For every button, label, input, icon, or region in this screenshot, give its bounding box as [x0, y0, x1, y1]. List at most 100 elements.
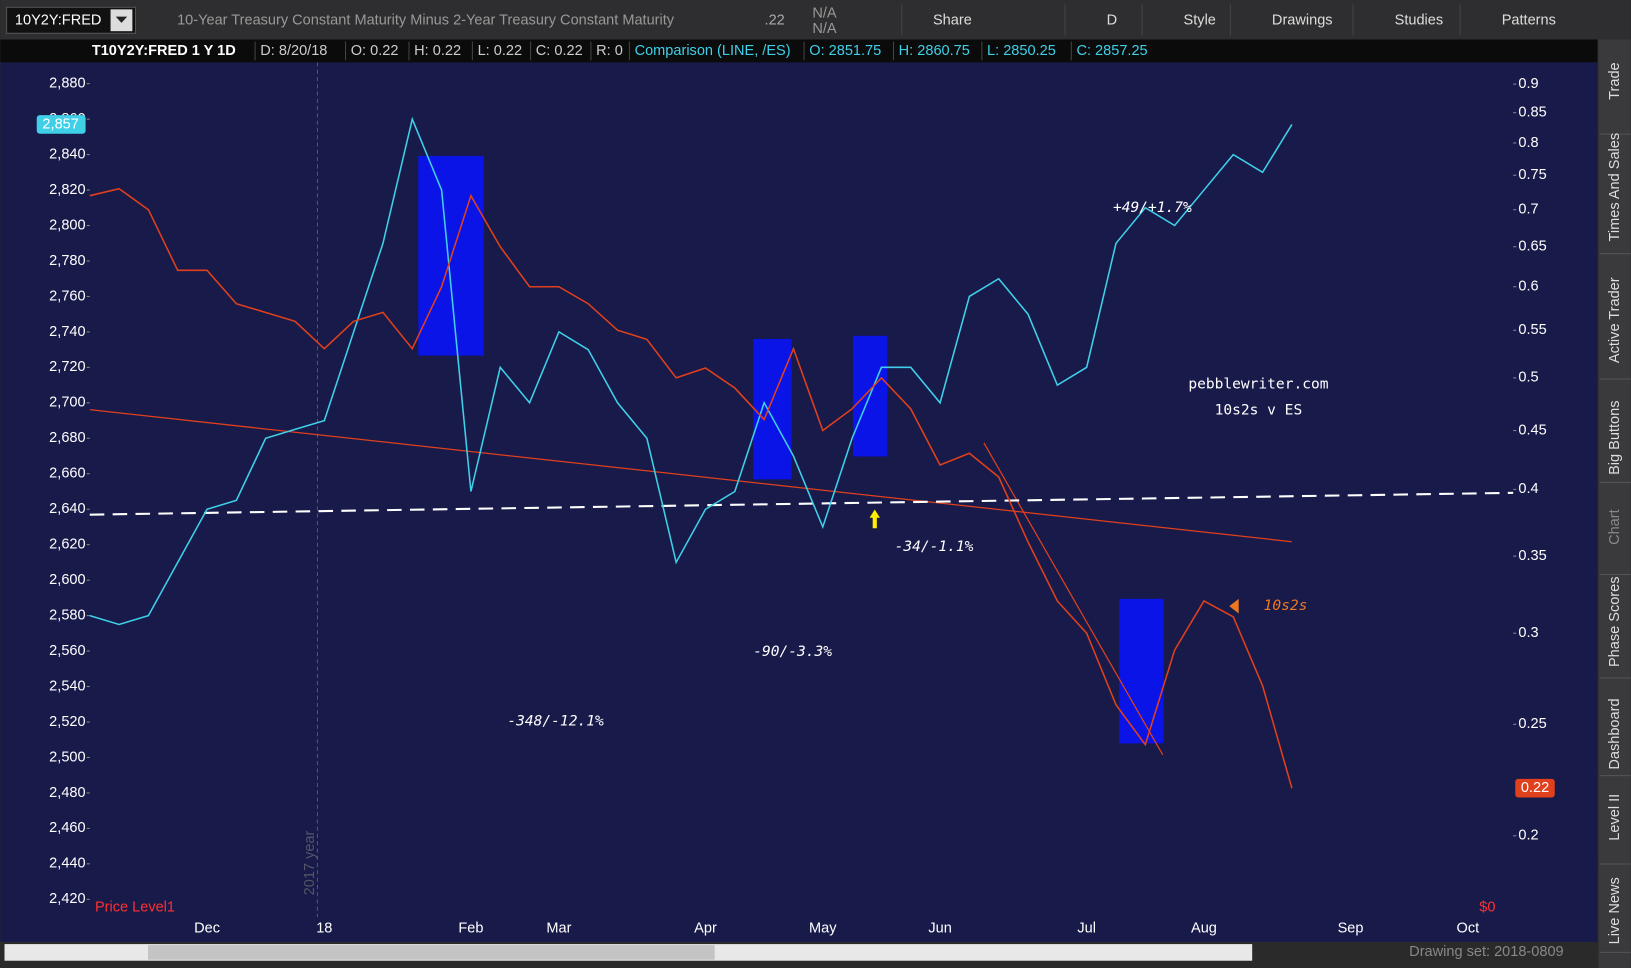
y2-tick-label: 0.55 [1518, 322, 1546, 338]
y-tick-label: 2,520 [49, 714, 85, 730]
series-line [89, 187, 1293, 789]
y-tick-label: 2,420 [49, 891, 85, 907]
y-tick-label: 2,440 [49, 856, 85, 872]
y2-tick-label: 0.6 [1518, 279, 1538, 295]
y-tick-label: 2,660 [49, 466, 85, 482]
y-tick-label: 2,540 [49, 678, 85, 694]
side-tab[interactable]: Level II [1607, 794, 1623, 841]
toolbar-button[interactable]: Drawings [1272, 13, 1333, 29]
y-tick-label: 2,680 [49, 430, 85, 446]
y2-tick-label: 0.4 [1518, 481, 1538, 497]
x-tick-label: Jul [1077, 920, 1096, 936]
toolbar-button[interactable]: Patterns [1502, 13, 1556, 29]
series-line [89, 116, 1293, 626]
x-tick-label: Mar [546, 920, 571, 936]
x-tick-label: Apr [694, 920, 717, 936]
y-tick-label: 2,480 [49, 785, 85, 801]
dropdown-arrow [115, 16, 128, 23]
trend-line [983, 442, 1164, 756]
toolbar-button[interactable]: Share [933, 13, 972, 29]
highlight-box [753, 338, 792, 480]
info-item: L: 0.22 [478, 43, 523, 59]
info-item: H: 0.22 [414, 43, 461, 59]
info-item: L: 2850.25 [987, 43, 1056, 59]
side-tab[interactable]: Active Trader [1607, 277, 1623, 363]
dashed-line [89, 491, 1514, 516]
y2-tick-label: 0.75 [1518, 167, 1546, 183]
side-tab[interactable]: Times And Sales [1607, 133, 1623, 242]
last-badge [1515, 778, 1555, 798]
y-tick-label: 2,600 [49, 572, 85, 588]
y-tick-label: 2,740 [49, 324, 85, 340]
last-price: .22 [765, 13, 785, 29]
x-tick-label: Dec [194, 920, 220, 936]
x-tick-label: Sep [1338, 920, 1364, 936]
y2-tick-label: 0.3 [1518, 625, 1538, 641]
symbol: 10Y2Y:FRED [15, 13, 102, 29]
last-badge [36, 115, 86, 134]
y-tick-label: 2,580 [49, 607, 85, 623]
y2-tick-label: 0.35 [1518, 548, 1546, 564]
y2-tick-label: 0.65 [1518, 239, 1546, 255]
info-item: D: 8/20/18 [260, 43, 327, 59]
x-tick-label: Oct [1457, 920, 1480, 936]
toolbar [0, 0, 1631, 40]
y2-tick-label: 0.5 [1518, 370, 1538, 386]
y-tick-label: 2,700 [49, 395, 85, 411]
change: N/A [812, 5, 837, 21]
annotation: -34/-1.1% [895, 538, 974, 555]
percent: N/A [812, 21, 837, 37]
arrow-marker [869, 509, 880, 529]
x-tick-label: Aug [1191, 920, 1217, 936]
toolbar-button[interactable]: D [1107, 13, 1118, 29]
y2-tick-label: 0.9 [1518, 76, 1538, 92]
info-item: T10Y2Y:FRED 1 Y 1D [92, 43, 236, 59]
info-item: H: 2860.75 [899, 43, 970, 59]
y2-tick-label: 0.7 [1518, 202, 1538, 218]
y2-tick-label: 0.2 [1518, 828, 1538, 844]
info-item: O: 0.22 [351, 43, 399, 59]
info-item: C: 2857.25 [1076, 43, 1147, 59]
annotation: +49/+1.7% [1113, 199, 1192, 216]
annotation: 10s2s [1264, 597, 1308, 614]
y-tick-label: 2,760 [49, 288, 85, 304]
y2-tick-label: 0.8 [1518, 135, 1538, 151]
annotation: -90/-3.3% [753, 643, 832, 660]
y2-tick-label: 0.85 [1518, 105, 1546, 121]
annotation: -348/-12.1% [507, 713, 604, 730]
chart-panel [0, 39, 1598, 943]
series-marker [1229, 598, 1239, 614]
x-tick-label: Jun [928, 920, 951, 936]
toolbar-button[interactable]: Style [1184, 13, 1216, 29]
side-tab[interactable]: Dashboard [1607, 698, 1623, 769]
side-tab[interactable]: Chart [1607, 509, 1623, 545]
annotation: $0 [1479, 900, 1495, 916]
last-value-label: 0.22 [1521, 780, 1549, 796]
annotation: pebblewriter.com [1188, 376, 1328, 393]
annotation: 10s2s v ES [1215, 402, 1303, 419]
scroll-thumb[interactable] [147, 945, 715, 960]
last-value-label: 2,857 [42, 116, 78, 132]
y-tick-label: 2,460 [49, 820, 85, 836]
info-item: Comparison (LINE, /ES) [635, 43, 791, 59]
info-item: O: 2851.75 [809, 43, 881, 59]
highlight-box [1119, 598, 1164, 744]
x-tick-label: Feb [458, 920, 483, 936]
side-tab[interactable]: Trade [1607, 62, 1623, 99]
drawing-set: Drawing set: 2018-0809 [1409, 944, 1563, 960]
info-bar [0, 39, 1598, 63]
y-tick-label: 2,560 [49, 643, 85, 659]
right-axis-area [1513, 62, 1598, 918]
side-tab[interactable]: Big Buttons [1607, 401, 1623, 475]
annotation: Price Level1 [95, 900, 175, 916]
toolbar-button[interactable]: Studies [1395, 13, 1444, 29]
info-item: C: 0.22 [536, 43, 583, 59]
side-tab[interactable]: Phase Scores [1607, 576, 1623, 667]
side-tab[interactable]: Live News [1607, 877, 1623, 944]
y-tick-label: 2,840 [49, 146, 85, 162]
y2-tick-label: 0.45 [1518, 422, 1546, 438]
y-tick-label: 2,720 [49, 359, 85, 375]
info-item: R: 0 [596, 43, 623, 59]
annotation: 2017 year [302, 830, 318, 895]
